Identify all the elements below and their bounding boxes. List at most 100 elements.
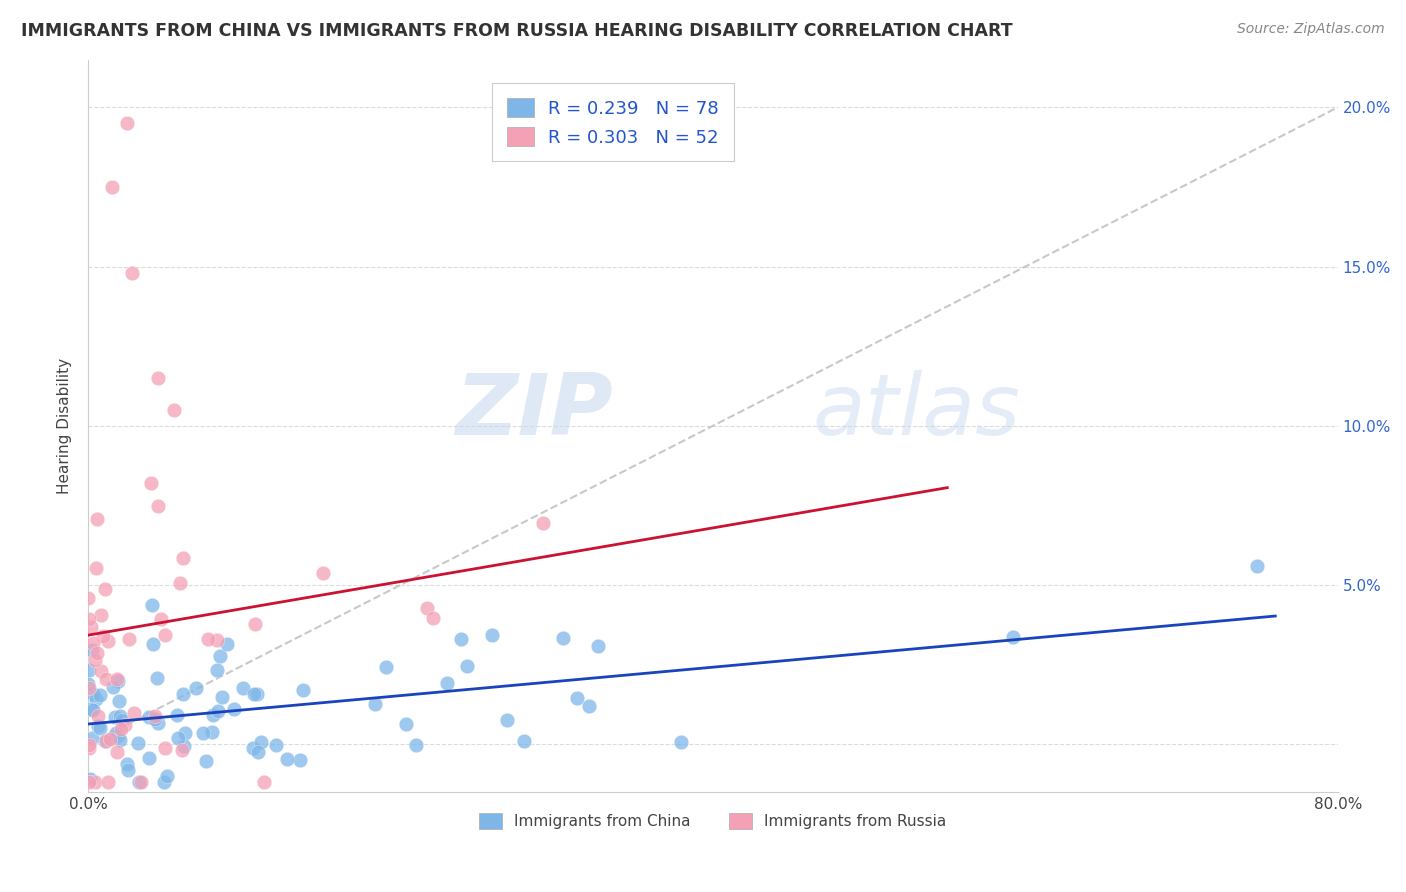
Point [79,612,101,626]
Point [121,266,143,280]
Point [97,775,120,789]
Point [127,736,149,750]
Point [276,752,298,766]
Point [671,734,693,748]
Point [565,691,588,706]
Point [84,561,107,575]
Point [143,709,166,723]
Point [77,681,100,695]
Point [146,715,169,730]
Point [108,709,131,723]
Point [148,371,170,385]
Point [242,687,264,701]
Point [166,708,188,723]
Point [450,632,472,647]
Point [495,713,517,727]
Point [82,636,104,650]
Point [110,713,132,727]
Point [207,633,229,648]
Point [170,743,193,757]
Point [80,701,103,715]
Point [80,731,103,746]
Point [94,734,117,748]
Point [87,719,110,733]
Point [456,658,478,673]
Point [86,512,108,526]
Point [201,708,224,723]
Point [94,582,117,597]
Point [291,683,314,698]
Text: atlas: atlas [813,369,1021,452]
Point [201,724,224,739]
Point [117,632,139,646]
Point [531,516,554,530]
Point [422,611,444,625]
Y-axis label: Hearing Disability: Hearing Disability [58,358,72,494]
Point [104,725,127,739]
Point [97,634,120,648]
Point [100,180,122,194]
Point [415,600,437,615]
Point [107,673,129,688]
Point [173,739,195,754]
Point [128,775,150,789]
Point [374,660,396,674]
Point [90,608,112,623]
Point [551,631,574,645]
Point [129,775,152,789]
Point [242,741,264,756]
Point [245,617,267,632]
Point [395,717,418,731]
Point [312,566,335,581]
Point [124,706,146,720]
Point [253,775,276,789]
Point [194,755,217,769]
Point [143,712,166,726]
Point [1246,558,1268,573]
Point [79,620,101,634]
Point [405,738,427,752]
Point [153,628,176,642]
Point [150,612,173,626]
Point [114,717,136,731]
Point [77,677,100,691]
Point [217,637,239,651]
Point [103,680,125,694]
Point [205,663,228,677]
Point [172,550,194,565]
Point [174,726,197,740]
Point [586,640,609,654]
Point [246,687,269,701]
Point [153,775,176,789]
Point [108,694,131,708]
Point [197,632,219,647]
Point [222,702,245,716]
Point [146,671,169,685]
Point [141,598,163,612]
Point [364,697,387,711]
Point [98,732,121,747]
Point [513,734,536,748]
Point [207,704,229,718]
Point [82,643,104,657]
Point [77,663,100,677]
Point [96,734,118,748]
Point [89,688,111,702]
Point [82,687,104,701]
Point [86,646,108,660]
Text: IMMIGRANTS FROM CHINA VS IMMIGRANTS FROM RUSSIA HEARING DISABILITY CORRELATION C: IMMIGRANTS FROM CHINA VS IMMIGRANTS FROM… [21,22,1012,40]
Point [117,763,139,777]
Point [288,753,311,767]
Point [77,738,100,752]
Point [156,768,179,782]
Point [191,726,214,740]
Point [264,738,287,752]
Point [115,756,138,771]
Point [87,709,110,723]
Point [211,690,233,704]
Point [138,710,160,724]
Point [148,500,170,514]
Point [139,476,162,491]
Point [167,731,190,746]
Point [142,637,165,651]
